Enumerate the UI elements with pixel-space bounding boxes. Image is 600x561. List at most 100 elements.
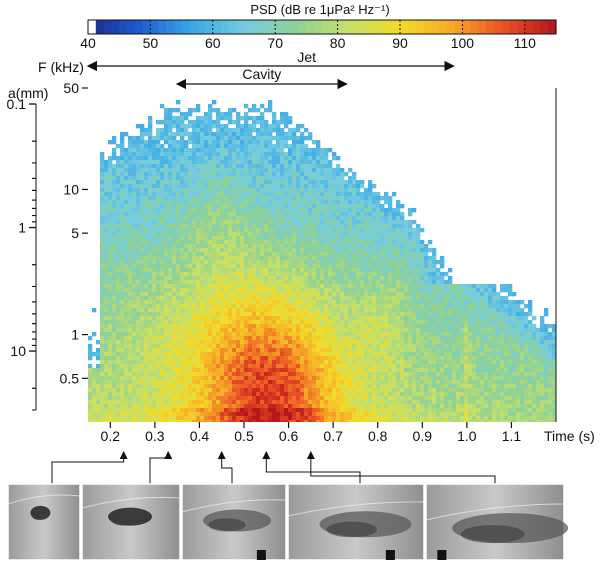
- heatmap-cell: [320, 276, 325, 281]
- heatmap-cell: [384, 264, 389, 269]
- heatmap-cell: [136, 200, 141, 205]
- heatmap-cell: [248, 172, 253, 177]
- heatmap-cell: [148, 208, 153, 213]
- heatmap-cell: [116, 184, 121, 189]
- heatmap-cell: [404, 332, 409, 337]
- heatmap-cell: [180, 320, 185, 325]
- heatmap-cell: [488, 344, 493, 349]
- heatmap-cell: [324, 152, 329, 157]
- heatmap-cell: [144, 168, 149, 173]
- heatmap-cell: [392, 332, 397, 337]
- heatmap-cell: [128, 204, 133, 209]
- heatmap-cell: [136, 240, 141, 245]
- heatmap-cell: [120, 320, 125, 325]
- heatmap-cell: [140, 276, 145, 281]
- heatmap-cell: [284, 152, 289, 157]
- heatmap-cell: [308, 228, 313, 233]
- heatmap-cell: [316, 216, 321, 221]
- heatmap-cell: [212, 196, 217, 201]
- heatmap-cell: [340, 248, 345, 253]
- heatmap-cell: [364, 348, 369, 353]
- heatmap-cell: [124, 352, 129, 357]
- heatmap-cell: [308, 164, 313, 169]
- heatmap-cell: [188, 236, 193, 241]
- heatmap-cell: [340, 316, 345, 321]
- heatmap-cell: [144, 216, 149, 221]
- heatmap-cell: [264, 172, 269, 177]
- heatmap-cell: [180, 212, 185, 217]
- heatmap-cell: [460, 312, 465, 317]
- heatmap-cell: [192, 328, 197, 333]
- heatmap-cell: [216, 284, 221, 289]
- heatmap-cell: [508, 284, 513, 289]
- heatmap-cell: [160, 228, 165, 233]
- heatmap-cell: [396, 328, 401, 333]
- heatmap-cell: [264, 152, 269, 157]
- heatmap-cell: [112, 336, 117, 341]
- heatmap-cell: [340, 324, 345, 329]
- heatmap-cell: [332, 216, 337, 221]
- heatmap-cell: [300, 352, 305, 357]
- heatmap-cell: [296, 256, 301, 261]
- heatmap-cell: [328, 288, 333, 293]
- heatmap-cell: [224, 132, 229, 137]
- heatmap-cell: [220, 160, 225, 165]
- heatmap-cell: [168, 200, 173, 205]
- heatmap-cell: [152, 184, 157, 189]
- heatmap-cell: [140, 136, 145, 141]
- heatmap-cell: [116, 344, 121, 349]
- heatmap-cell: [484, 300, 489, 305]
- heatmap-cell: [296, 272, 301, 277]
- heatmap-cell: [224, 328, 229, 333]
- heatmap-cell: [164, 352, 169, 357]
- heatmap-cell: [348, 224, 353, 229]
- heatmap-cell: [296, 152, 301, 157]
- heatmap-cell: [260, 128, 265, 133]
- heatmap-cell: [232, 168, 237, 173]
- heatmap-cell: [168, 160, 173, 165]
- heatmap-cell: [284, 356, 289, 361]
- heatmap-cell: [216, 168, 221, 173]
- heatmap-cell: [240, 212, 245, 217]
- heatmap-cell: [344, 244, 349, 249]
- colorbar-segment: [400, 20, 409, 34]
- colorbar-segment: [298, 20, 307, 34]
- heatmap-cell: [280, 204, 285, 209]
- heatmap-cell: [296, 204, 301, 209]
- heatmap-cell: [300, 260, 305, 265]
- heatmap-cell: [112, 272, 117, 277]
- colorbar-tick-label: 60: [205, 35, 221, 51]
- heatmap-cell: [228, 136, 233, 141]
- heatmap-cell: [236, 136, 241, 141]
- heatmap-cell: [324, 348, 329, 353]
- heatmap-cell: [400, 268, 405, 273]
- heatmap-cell: [420, 292, 425, 297]
- heatmap-cell: [424, 332, 429, 337]
- heatmap-cell: [276, 288, 281, 293]
- heatmap-cell: [368, 320, 373, 325]
- heatmap-cell: [256, 192, 261, 197]
- heatmap-cell: [208, 152, 213, 157]
- heatmap-cell: [100, 224, 105, 229]
- heatmap-cell: [216, 112, 221, 117]
- heatmap-cell: [296, 124, 301, 129]
- heatmap-cell: [300, 244, 305, 249]
- heatmap-cell: [492, 340, 497, 345]
- heatmap-cell: [332, 196, 337, 201]
- heatmap-cell: [260, 240, 265, 245]
- heatmap-cell: [336, 220, 341, 225]
- heatmap-cell: [400, 244, 405, 249]
- heatmap-cell: [416, 332, 421, 337]
- heatmap-cell: [120, 208, 125, 213]
- heatmap-cell: [488, 288, 493, 293]
- heatmap-cell: [120, 284, 125, 289]
- heatmap-cell: [336, 188, 341, 193]
- heatmap-cell: [236, 128, 241, 133]
- heatmap-cell: [336, 300, 341, 305]
- heatmap-cell: [420, 260, 425, 265]
- heatmap-cell: [140, 312, 145, 317]
- heatmap-cell: [312, 212, 317, 217]
- heatmap-cell: [120, 148, 125, 153]
- heatmap-cell: [188, 160, 193, 165]
- heatmap-cell: [480, 284, 485, 289]
